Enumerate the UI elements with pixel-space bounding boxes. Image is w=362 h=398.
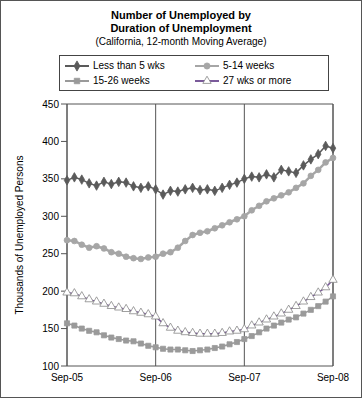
html-text:(California, 12-month Moving A: (California, 12-month Moving Average) [95, 36, 267, 47]
svg-text:400: 400 [42, 136, 59, 147]
svg-text:200: 200 [42, 286, 59, 297]
svg-text:250: 250 [42, 248, 59, 259]
svg-text:300: 300 [42, 211, 59, 222]
svg-text:Sep-07: Sep-07 [228, 372, 261, 383]
svg-text:Thousands of Unemployed Person: Thousands of Unemployed Persons [14, 156, 25, 315]
html-text:5-14 weeks: 5-14 weeks [223, 60, 275, 71]
svg-text:Sep-06: Sep-06 [140, 372, 173, 383]
svg-text:100: 100 [42, 361, 59, 372]
svg-text:Sep-08: Sep-08 [317, 372, 350, 383]
html-text:15-26 weeks: 15-26 weeks [93, 75, 150, 86]
svg-text:350: 350 [42, 173, 59, 184]
svg-text:150: 150 [42, 323, 59, 334]
html-text:Less than 5 wks: Less than 5 wks [93, 60, 165, 71]
html-text:27 wks or more: 27 wks or more [223, 75, 292, 86]
svg-text:Sep-05: Sep-05 [51, 372, 84, 383]
svg-text:450: 450 [42, 99, 59, 110]
html-text:Number of Unemployed by Durati: Number of Unemployed by Duration of Unem… [110, 9, 252, 34]
